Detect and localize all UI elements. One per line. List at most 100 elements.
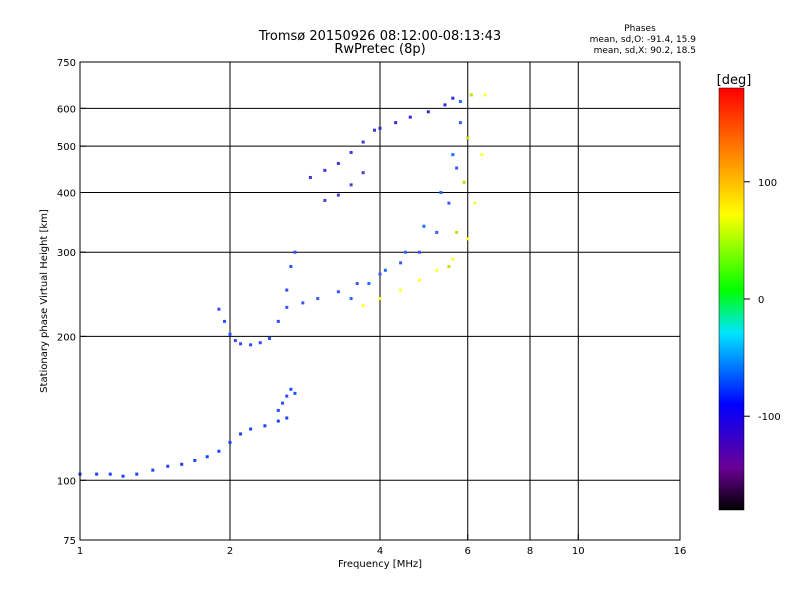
colorbar-ticks: 100 0 -100 (744, 178, 781, 423)
data-point (249, 427, 253, 431)
data-point (447, 201, 451, 205)
data-point (223, 319, 227, 323)
chart-subtitle: RwPretec (8p) (334, 42, 425, 57)
data-point (108, 472, 112, 476)
data-point (473, 201, 477, 205)
data-point (462, 180, 466, 184)
data-point (281, 401, 285, 405)
plot-area-frame (79, 61, 681, 541)
data-point (466, 237, 470, 241)
data-point (373, 128, 377, 132)
y-tick-label: 600 (57, 104, 76, 115)
trace-3 (349, 100, 462, 301)
data-point (276, 319, 280, 323)
data-point (480, 153, 484, 157)
data-point (361, 304, 365, 308)
data-point (469, 93, 473, 97)
data-point (336, 193, 340, 197)
data-point (285, 416, 289, 420)
data-point (394, 121, 398, 125)
x-tick-label: 8 (527, 546, 533, 557)
x-axis-label: Frequency [MHz] (338, 559, 422, 570)
data-point (193, 458, 197, 462)
data-point (249, 343, 253, 347)
data-point (458, 100, 462, 104)
data-point (422, 224, 426, 228)
x-tick-label: 1 (77, 546, 83, 557)
data-point (323, 198, 327, 202)
data-point (417, 250, 421, 254)
data-point (285, 288, 289, 292)
trace-9 (276, 387, 297, 412)
data-point (258, 341, 262, 345)
colorbar-tick-label: 100 (758, 178, 777, 189)
stats-x: mean, sd,X: 90.2, 18.5 (594, 46, 696, 56)
data-point (403, 250, 407, 254)
y-tick-label: 100 (57, 476, 76, 487)
data-point (276, 419, 280, 423)
data-point (399, 288, 403, 292)
stats-heading: Phases (624, 24, 656, 34)
data-point (263, 424, 267, 428)
data-point (323, 168, 327, 172)
colorbar (718, 87, 745, 511)
x-tick-label: 4 (377, 546, 383, 557)
data-point (336, 161, 340, 165)
data-point (95, 472, 99, 476)
data-point (435, 230, 439, 234)
data-point (451, 96, 455, 100)
x-tick-label: 6 (465, 546, 471, 557)
data-point (267, 336, 271, 340)
data-point (239, 432, 243, 436)
y-tick-label: 400 (57, 188, 76, 199)
data-point (378, 126, 382, 130)
data-point (289, 265, 293, 269)
data-point (285, 305, 289, 309)
data-point (367, 282, 371, 286)
data-point (435, 268, 439, 272)
data-point (349, 297, 353, 301)
data-point (151, 468, 155, 472)
x-tick-label: 2 (227, 546, 233, 557)
y-tick-label: 75 (63, 536, 76, 547)
y-tick-label: 300 (57, 248, 76, 259)
trace-6 (323, 171, 365, 202)
data-point (378, 297, 382, 301)
stats-o: mean, sd,O: -91.4, 15.9 (590, 35, 697, 45)
data-point (443, 103, 447, 107)
data-point (426, 110, 430, 114)
data-point (455, 166, 459, 170)
data-point (293, 391, 297, 395)
data-point (217, 307, 221, 311)
trace-8 (447, 93, 473, 269)
data-point (361, 140, 365, 144)
data-point (349, 150, 353, 154)
data-point (121, 474, 125, 478)
data-point (205, 455, 209, 459)
data-point (458, 121, 462, 125)
colorbar-label: [deg] (717, 73, 752, 88)
data-point (447, 265, 451, 269)
data-point (349, 183, 353, 187)
data-point (293, 250, 297, 254)
x-tick-label: 16 (674, 546, 687, 557)
x-tick-label: 10 (572, 546, 585, 557)
data-point (408, 115, 412, 119)
data-point (316, 297, 320, 301)
data-point (180, 462, 184, 466)
trace-4 (378, 96, 455, 130)
y-tick-label: 200 (57, 332, 76, 343)
data-point (483, 93, 487, 97)
data-point (417, 278, 421, 282)
data-point (451, 153, 455, 157)
data-point (233, 339, 237, 343)
data-point (455, 230, 459, 234)
data-point (301, 301, 305, 305)
trace-1 (217, 250, 297, 347)
data-point (439, 190, 443, 194)
grid-lines (80, 62, 680, 540)
data-point (451, 257, 455, 261)
data-point (361, 171, 365, 175)
data-point (166, 464, 170, 468)
colorbar-tick-label: 0 (758, 295, 764, 306)
